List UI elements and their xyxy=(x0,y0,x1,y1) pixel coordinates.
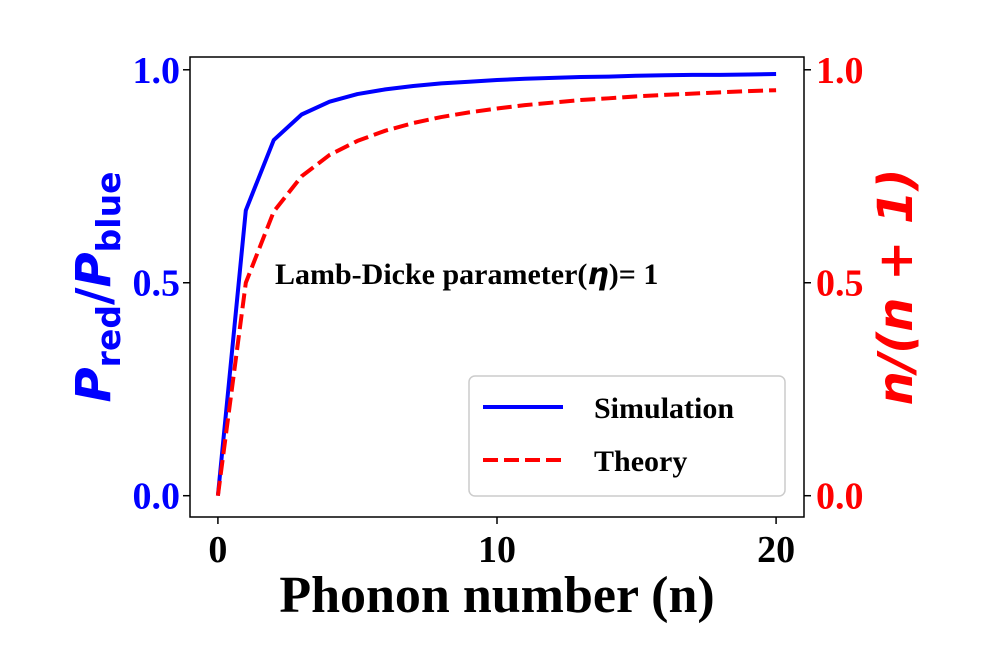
left-y-tick-label: 1.0 xyxy=(133,50,181,92)
right-y-axis-ticks: 0.0 0.5 1.0 xyxy=(804,50,864,518)
right-y-axis-label: n/(n + 1) xyxy=(868,169,924,406)
annotation-eta-symbol: η xyxy=(587,257,608,292)
x-axis-ticks: 0 10 20 xyxy=(208,517,795,571)
right-y-tick-label: 1.0 xyxy=(816,50,864,92)
x-tick-label: 0 xyxy=(208,529,227,571)
right-y-tick-label: 0.0 xyxy=(816,476,864,518)
left-y-tick-label: 0.0 xyxy=(133,476,181,518)
left-ylabel-sub-blue: blue xyxy=(89,172,128,253)
annotation-prefix: Lamb-Dicke parameter( xyxy=(275,258,587,291)
series-group xyxy=(215,72,777,496)
left-y-tick-label: 0.5 xyxy=(133,263,181,305)
legend: Simulation Theory xyxy=(468,375,786,497)
series-line-simulation xyxy=(215,72,777,496)
lamb-dicke-annotation: Lamb-Dicke parameter(η)= 1 xyxy=(275,257,658,292)
left-ylabel-p2: P xyxy=(66,252,122,287)
left-ylabel-sub-red: red xyxy=(89,305,128,367)
left-ylabel-slash: / xyxy=(66,287,122,305)
left-y-axis-ticks: 0.0 0.5 1.0 xyxy=(133,50,190,518)
right-y-tick-label: 0.5 xyxy=(816,263,864,305)
x-axis-label: Phonon number (n) xyxy=(279,567,714,624)
legend-label-simulation: Simulation xyxy=(594,392,734,425)
legend-label-theory: Theory xyxy=(594,445,687,478)
x-tick-label: 10 xyxy=(478,529,516,571)
annotation-suffix: )= 1 xyxy=(609,258,659,291)
x-tick-label: 20 xyxy=(757,529,795,571)
series-line-theory xyxy=(215,88,777,496)
left-y-axis-label: Pred/Pblue xyxy=(66,172,128,403)
left-ylabel-p1: P xyxy=(66,367,122,402)
